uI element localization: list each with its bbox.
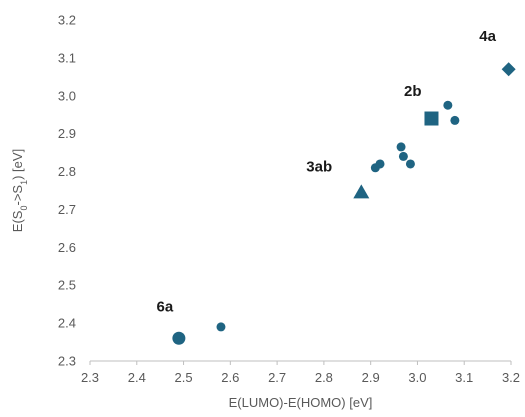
- annotation-label: 3ab: [306, 159, 332, 176]
- data-point-circle: [396, 142, 406, 152]
- x-tick-label: 2.6: [221, 370, 239, 385]
- data-point-triangle: [353, 184, 370, 199]
- point-annotations: 6a 3ab 2b 4a: [157, 28, 497, 316]
- x-tick-label: 2.7: [268, 370, 286, 385]
- y-tick-label: 2.8: [58, 164, 76, 179]
- data-point-circle: [398, 151, 408, 161]
- data-points: [172, 62, 516, 345]
- data-point-circle: [450, 115, 460, 125]
- y-tick-label: 2.3: [58, 354, 76, 369]
- y-tick-label: 2.6: [58, 240, 76, 255]
- x-tick-label: 3.2: [502, 370, 520, 385]
- y-title-sub2: 1: [19, 180, 29, 185]
- x-axis-ticks: 2.3 2.4 2.5 2.6 2.7 2.8 2.9 3.0 3.1 3.2: [81, 361, 520, 385]
- y-tick-label: 3.1: [58, 50, 76, 65]
- x-tick-label: 3.1: [455, 370, 473, 385]
- x-tick-label: 3.0: [408, 370, 426, 385]
- data-point-diamond: [501, 62, 516, 77]
- y-title-mid: ->S: [10, 185, 25, 206]
- y-axis-ticks: 2.3 2.4 2.5 2.6 2.7 2.8 2.9 3.0 3.1 3.2: [58, 13, 76, 369]
- data-point-circle: [405, 159, 415, 169]
- x-tick-label: 2.5: [175, 370, 193, 385]
- annotation-label: 4a: [479, 28, 496, 45]
- y-tick-label: 2.4: [58, 316, 76, 331]
- annotation-label: 2b: [404, 83, 422, 100]
- x-axis-title: E(LUMO)-E(HOMO) [eV]: [229, 395, 373, 410]
- y-axis-title: E(S0->S1) [eV]: [10, 149, 29, 232]
- y-title-post: ) [eV]: [10, 149, 25, 180]
- x-tick-label: 2.8: [315, 370, 333, 385]
- data-point-circle: [216, 322, 226, 332]
- data-point-circle: [375, 159, 385, 169]
- y-title-sub1: 0: [19, 206, 29, 211]
- annotation-label: 6a: [157, 299, 174, 316]
- y-tick-label: 3.2: [58, 13, 76, 28]
- data-point-square: [424, 111, 439, 126]
- y-tick-label: 2.7: [58, 202, 76, 217]
- x-tick-label: 2.9: [362, 370, 380, 385]
- y-title-pre: E(S: [10, 210, 25, 232]
- data-point-circle-large: [172, 331, 186, 345]
- x-tick-label: 2.3: [81, 370, 99, 385]
- y-tick-label: 3.0: [58, 88, 76, 103]
- data-point-circle: [443, 100, 453, 110]
- y-tick-label: 2.9: [58, 126, 76, 141]
- y-tick-label: 2.5: [58, 278, 76, 293]
- x-tick-label: 2.4: [128, 370, 146, 385]
